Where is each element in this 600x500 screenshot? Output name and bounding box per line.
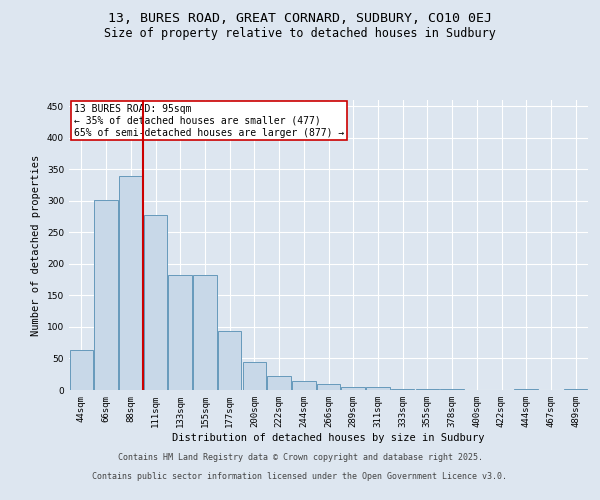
Bar [70, 350, 93, 390]
Bar [218, 332, 241, 390]
Bar [193, 274, 217, 390]
Y-axis label: Number of detached properties: Number of detached properties [31, 154, 41, 336]
Text: 13 BURES ROAD: 95sqm
← 35% of detached houses are smaller (477)
65% of semi-deta: 13 BURES ROAD: 95sqm ← 35% of detached h… [74, 104, 344, 138]
Text: Contains public sector information licensed under the Open Government Licence v3: Contains public sector information licen… [92, 472, 508, 481]
Bar [169, 274, 192, 390]
Bar [514, 388, 538, 390]
Text: Size of property relative to detached houses in Sudbury: Size of property relative to detached ho… [104, 28, 496, 40]
Bar [242, 362, 266, 390]
Bar [366, 387, 389, 390]
X-axis label: Distribution of detached houses by size in Sudbury: Distribution of detached houses by size … [172, 432, 485, 442]
Text: 13, BURES ROAD, GREAT CORNARD, SUDBURY, CO10 0EJ: 13, BURES ROAD, GREAT CORNARD, SUDBURY, … [108, 12, 492, 26]
Bar [317, 384, 340, 390]
Bar [144, 214, 167, 390]
Bar [564, 388, 587, 390]
Text: Contains HM Land Registry data © Crown copyright and database right 2025.: Contains HM Land Registry data © Crown c… [118, 454, 482, 462]
Bar [119, 176, 143, 390]
Bar [391, 388, 415, 390]
Bar [94, 200, 118, 390]
Bar [341, 387, 365, 390]
Bar [268, 376, 291, 390]
Bar [292, 381, 316, 390]
